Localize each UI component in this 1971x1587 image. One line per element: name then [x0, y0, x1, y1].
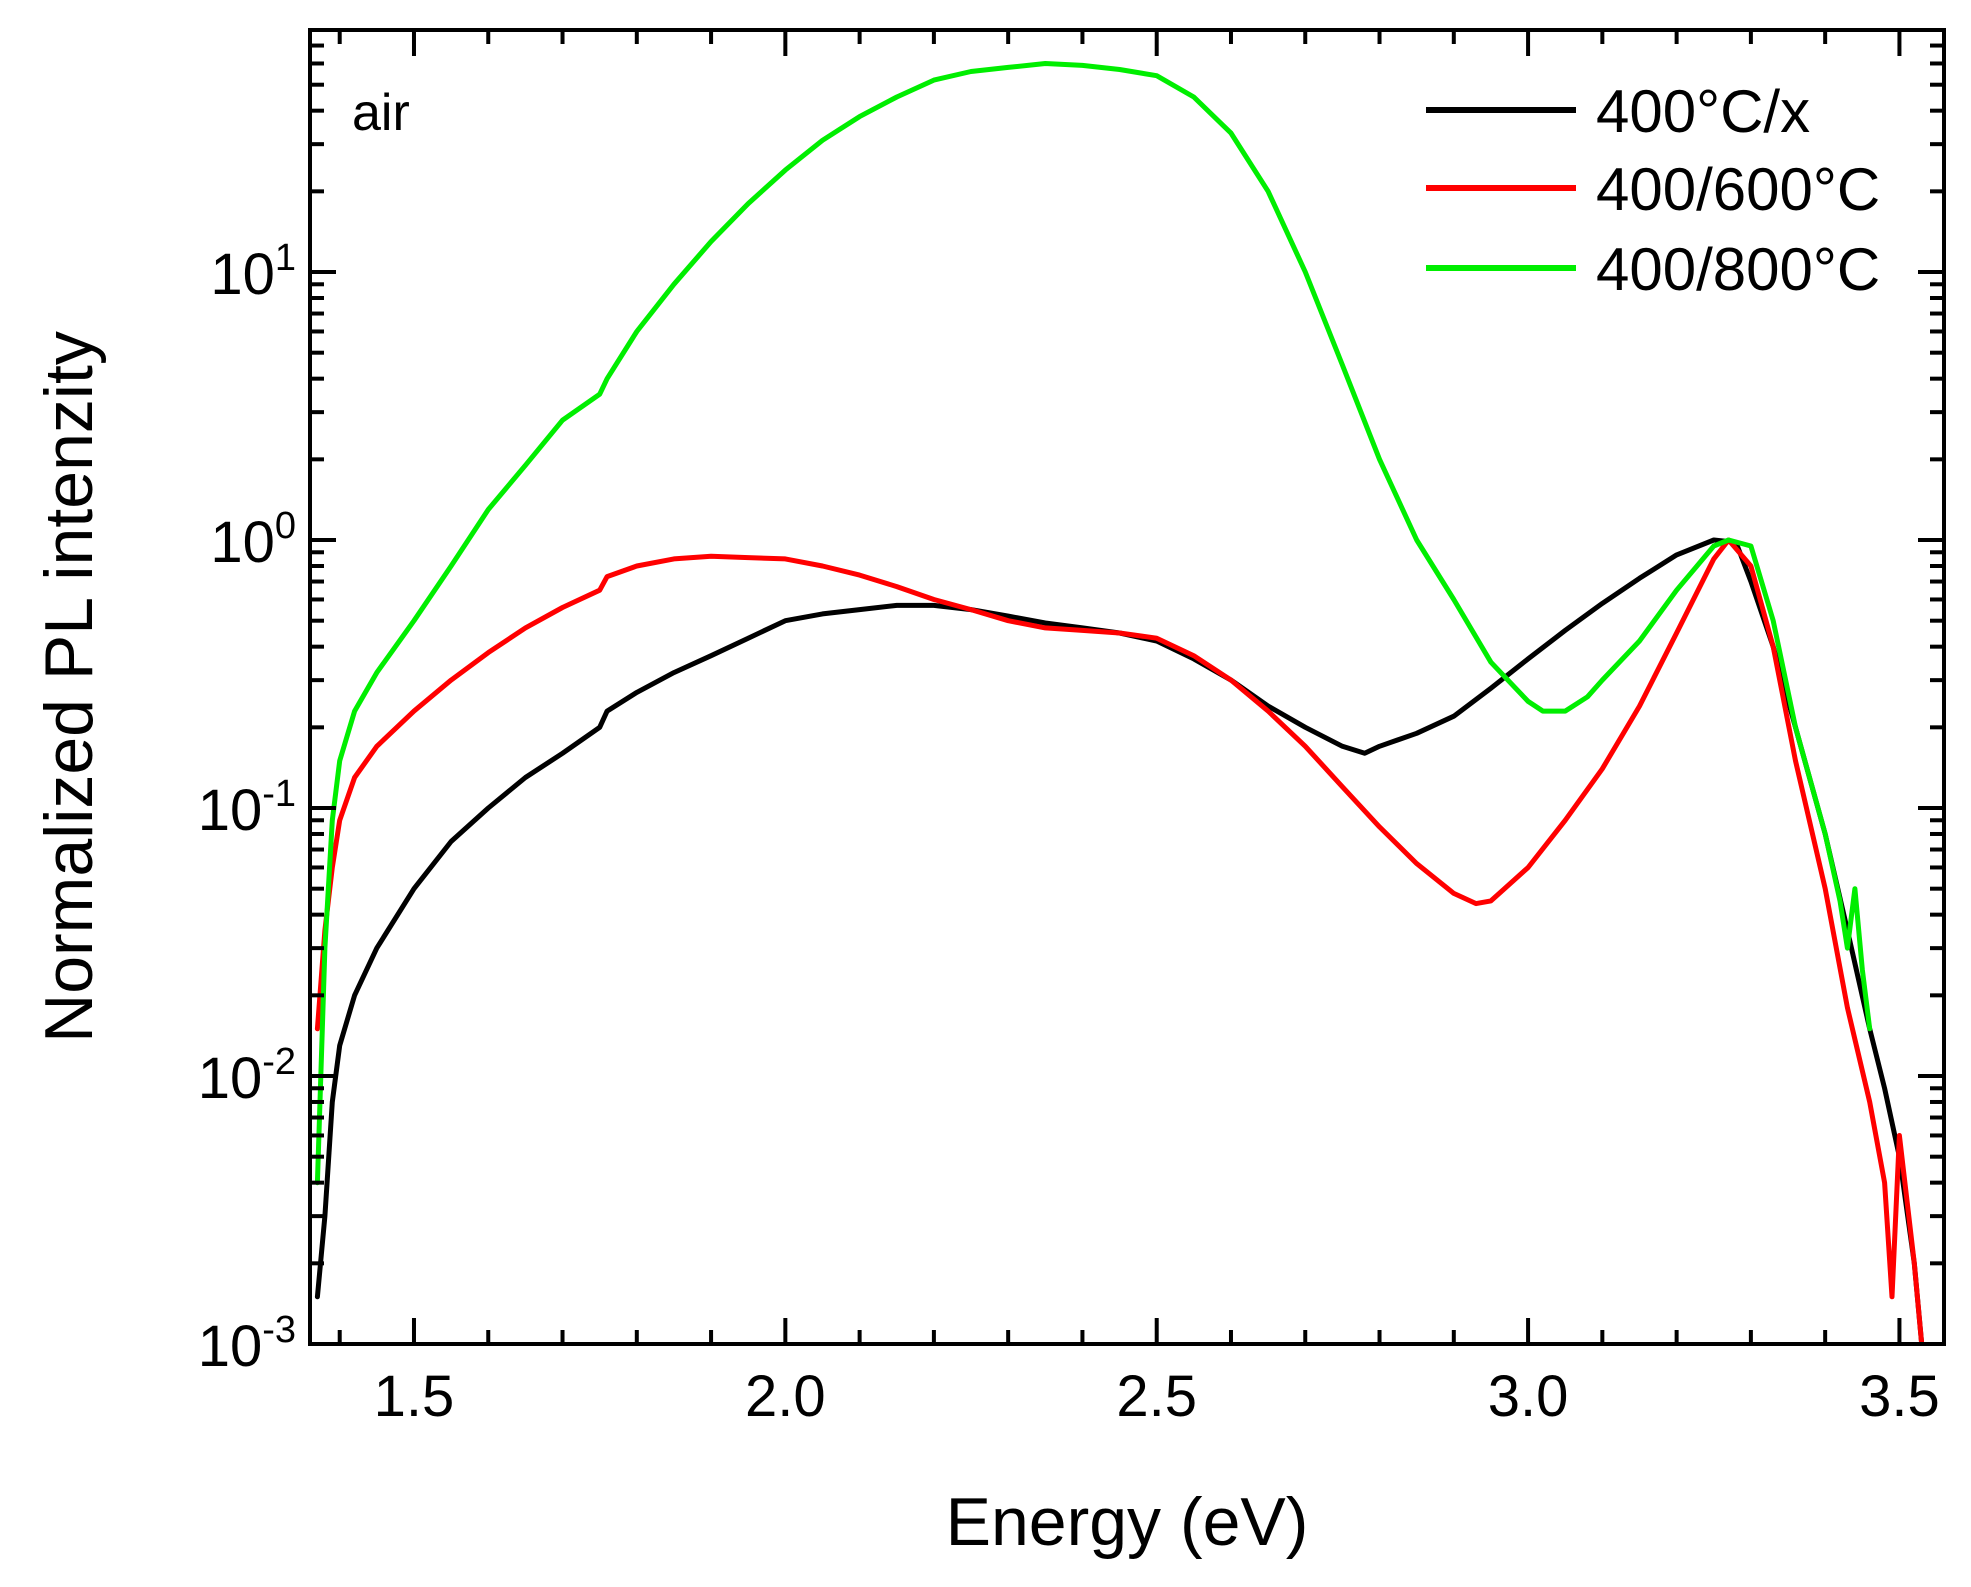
- y-axis-title: Normalized PL intenzity: [31, 331, 107, 1043]
- y-tick-label: 10-2: [198, 1041, 296, 1111]
- y-tick-label: 100: [210, 505, 296, 575]
- series-layer: [314, 61, 1925, 1344]
- series-line-2: [314, 537, 1925, 1344]
- y-tick-label: 101: [210, 237, 296, 307]
- series-line-1: [314, 537, 1925, 1344]
- legend: 400°C/x 400/600°C 400/800°C: [1426, 78, 1880, 303]
- annotation-air: air: [352, 84, 410, 142]
- x-tick-label: 2.0: [745, 1364, 826, 1429]
- y-tick-label: 10-3: [198, 1309, 296, 1379]
- x-tick-label: 1.5: [374, 1364, 455, 1429]
- series-line-3: [314, 61, 1873, 1186]
- legend-label-400-800c: 400/800°C: [1596, 236, 1880, 303]
- legend-label-400c-x: 400°C/x: [1596, 78, 1810, 145]
- y-tick-label: 10-1: [198, 773, 296, 843]
- x-tick-label: 2.5: [1116, 1364, 1197, 1429]
- plot-frame: [308, 28, 1946, 1346]
- plot-background: [310, 30, 1944, 1344]
- x-axis-title: Energy (eV): [946, 1484, 1309, 1560]
- legend-label-400-600c: 400/600°C: [1596, 156, 1880, 223]
- x-tick-label: 3.5: [1859, 1364, 1940, 1429]
- x-tick-label: 3.0: [1488, 1364, 1569, 1429]
